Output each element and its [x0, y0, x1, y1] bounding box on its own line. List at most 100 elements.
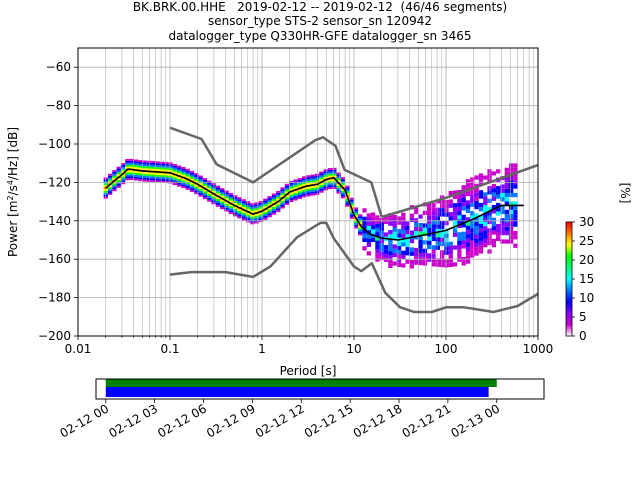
- heatmap-cell: [345, 202, 350, 205]
- heatmap-cell: [496, 228, 501, 233]
- heatmap-cell: [457, 185, 462, 190]
- heatmap-cell: [258, 204, 264, 207]
- heatmap-cell: [289, 200, 294, 203]
- heatmap-cell: [267, 209, 272, 212]
- heatmap-cell: [293, 198, 298, 201]
- heatmap-cell: [172, 179, 177, 182]
- heatmap-cell: [435, 195, 440, 200]
- heatmap-cell: [284, 201, 290, 203]
- heatmap-cell: [198, 175, 203, 178]
- heatmap-cell: [487, 186, 492, 191]
- heatmap-cell: [168, 168, 173, 171]
- heatmap-cell: [358, 231, 363, 234]
- heatmap-cell: [224, 209, 229, 212]
- heatmap-cell: [500, 197, 505, 202]
- heatmap-cell: [146, 174, 152, 177]
- colorbar-tick-label: 20: [579, 253, 594, 267]
- heatmap-cell: [245, 206, 251, 209]
- heatmap-cell: [112, 185, 117, 188]
- heatmap-cell: [444, 267, 449, 272]
- heatmap-cell: [198, 183, 203, 186]
- y-tick-label: −180: [38, 291, 71, 305]
- heatmap-cell: [164, 167, 169, 170]
- heatmap-cell: [332, 169, 337, 172]
- heatmap-cell: [116, 182, 121, 184]
- heatmap-cell: [146, 160, 152, 163]
- heatmap-cell: [250, 222, 255, 225]
- timeline-tick-label: 02-12 00: [58, 401, 112, 440]
- heatmap-cell: [306, 190, 311, 193]
- heatmap-cell: [474, 175, 479, 180]
- heatmap-cell: [155, 176, 160, 179]
- heatmap-cell: [198, 188, 203, 191]
- heatmap-cell: [289, 182, 294, 185]
- heatmap-cell: [461, 185, 466, 190]
- heatmap-cell: [508, 209, 514, 215]
- heatmap-cell: [500, 205, 505, 210]
- heatmap-cell: [146, 168, 152, 171]
- heatmap-cell: [155, 178, 160, 181]
- heatmap-cell: [224, 192, 229, 195]
- heatmap-cell: [271, 212, 277, 215]
- heatmap-cell: [245, 201, 251, 204]
- heatmap-cell: [189, 176, 195, 179]
- heatmap-cell: [120, 178, 126, 181]
- heatmap-cell: [452, 194, 458, 199]
- heatmap-cell: [151, 172, 156, 175]
- heatmap-cell: [271, 210, 277, 213]
- heatmap-cell: [263, 210, 268, 213]
- heatmap-cell: [448, 245, 453, 251]
- heatmap-cell: [444, 221, 449, 226]
- heatmap-cell: [504, 201, 509, 206]
- heatmap-cell: [215, 197, 221, 200]
- heatmap-cell: [504, 239, 509, 244]
- heatmap-cell: [297, 183, 302, 186]
- heatmap-cell: [194, 192, 199, 195]
- heatmap-cell: [452, 262, 458, 267]
- heatmap-cell: [478, 190, 484, 195]
- heatmap-cell: [452, 207, 458, 212]
- heatmap-cell: [336, 191, 341, 194]
- heatmap-cell: [319, 171, 324, 174]
- heatmap-cell: [142, 168, 147, 171]
- heatmap-cell: [418, 248, 423, 253]
- heatmap-cell: [172, 165, 177, 168]
- heatmap-cell: [444, 246, 449, 251]
- heatmap-cell: [194, 186, 199, 189]
- heatmap-cell: [245, 203, 251, 206]
- heatmap-cell: [396, 267, 402, 272]
- heatmap-cell: [487, 232, 492, 237]
- heatmap-cell: [151, 180, 156, 183]
- heatmap-cell: [452, 232, 458, 237]
- heatmap-cell: [263, 212, 268, 215]
- heatmap-cell: [254, 221, 259, 224]
- heatmap-cell: [439, 212, 445, 217]
- high-noise-model-extension-line: [381, 163, 539, 219]
- heatmap-cell: [336, 185, 341, 188]
- heatmap-cell: [504, 188, 509, 193]
- heatmap-cell: [508, 222, 514, 227]
- heatmap-cell: [267, 213, 272, 216]
- heatmap-cell: [340, 196, 346, 199]
- heatmap-cell: [138, 177, 143, 180]
- heatmap-cell: [107, 177, 113, 180]
- heatmap-cell: [414, 260, 419, 265]
- heatmap-cell: [215, 200, 221, 203]
- heatmap-cell: [258, 208, 264, 211]
- heatmap-cell: [470, 219, 475, 224]
- heatmap-cell: [491, 209, 497, 214]
- heatmap-cell: [220, 195, 225, 198]
- heatmap-cell: [314, 177, 320, 180]
- heatmap-cell: [465, 191, 471, 197]
- heatmap-cell: [478, 224, 484, 229]
- heatmap-cell: [362, 229, 367, 234]
- heatmap-cell: [349, 201, 354, 204]
- heatmap-cell: [306, 177, 311, 180]
- heatmap-cell: [439, 224, 445, 230]
- heatmap-cell: [483, 226, 488, 231]
- heatmap-cell: [241, 212, 246, 215]
- heatmap-cell: [504, 167, 509, 172]
- heatmap-cell: [129, 172, 134, 175]
- heatmap-cell: [465, 234, 471, 239]
- heatmap-cell: [276, 206, 281, 209]
